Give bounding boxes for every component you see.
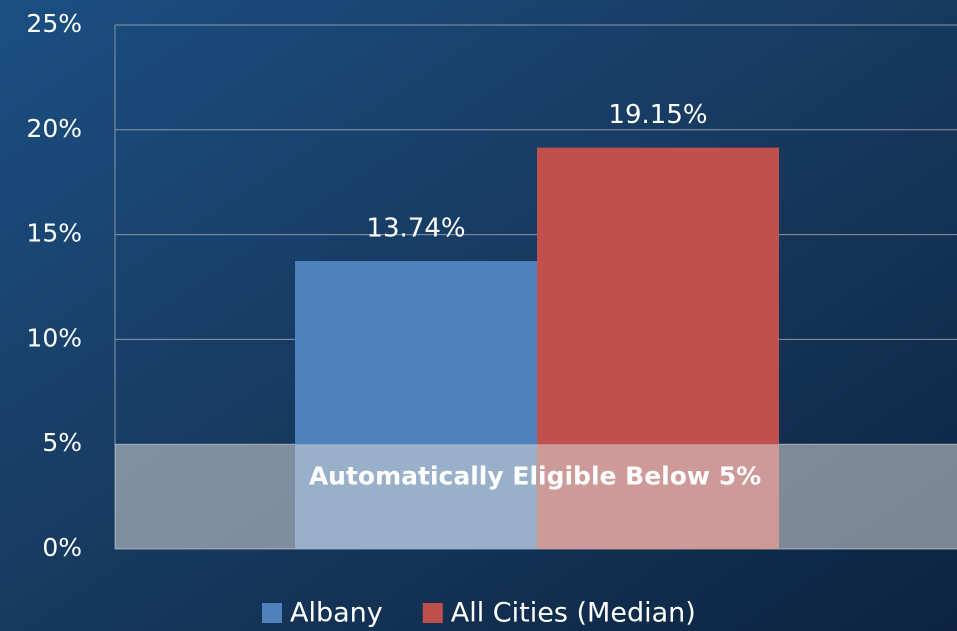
annotation: Automatically Eligible Below 5% xyxy=(309,462,761,491)
y-tick-label: 10% xyxy=(26,323,82,352)
y-tick-label: 20% xyxy=(26,114,82,143)
y-tick-label: 15% xyxy=(26,219,82,248)
legend-label: All Cities (Median) xyxy=(451,598,696,629)
chart: 0% 5% 10% 15% 20% 25% 13.74% 19.15% Automaticall… xyxy=(0,0,957,631)
legend-swatch xyxy=(262,603,282,623)
legend-label: Albany xyxy=(290,598,383,629)
y-tick-label: 0% xyxy=(42,533,82,562)
legend-swatch xyxy=(423,603,443,623)
y-tick-label: 5% xyxy=(42,428,82,457)
threshold-band xyxy=(115,444,957,549)
value-label: 13.74% xyxy=(366,214,465,244)
y-tick-label: 25% xyxy=(26,9,82,38)
value-label: 19.15% xyxy=(608,100,707,130)
